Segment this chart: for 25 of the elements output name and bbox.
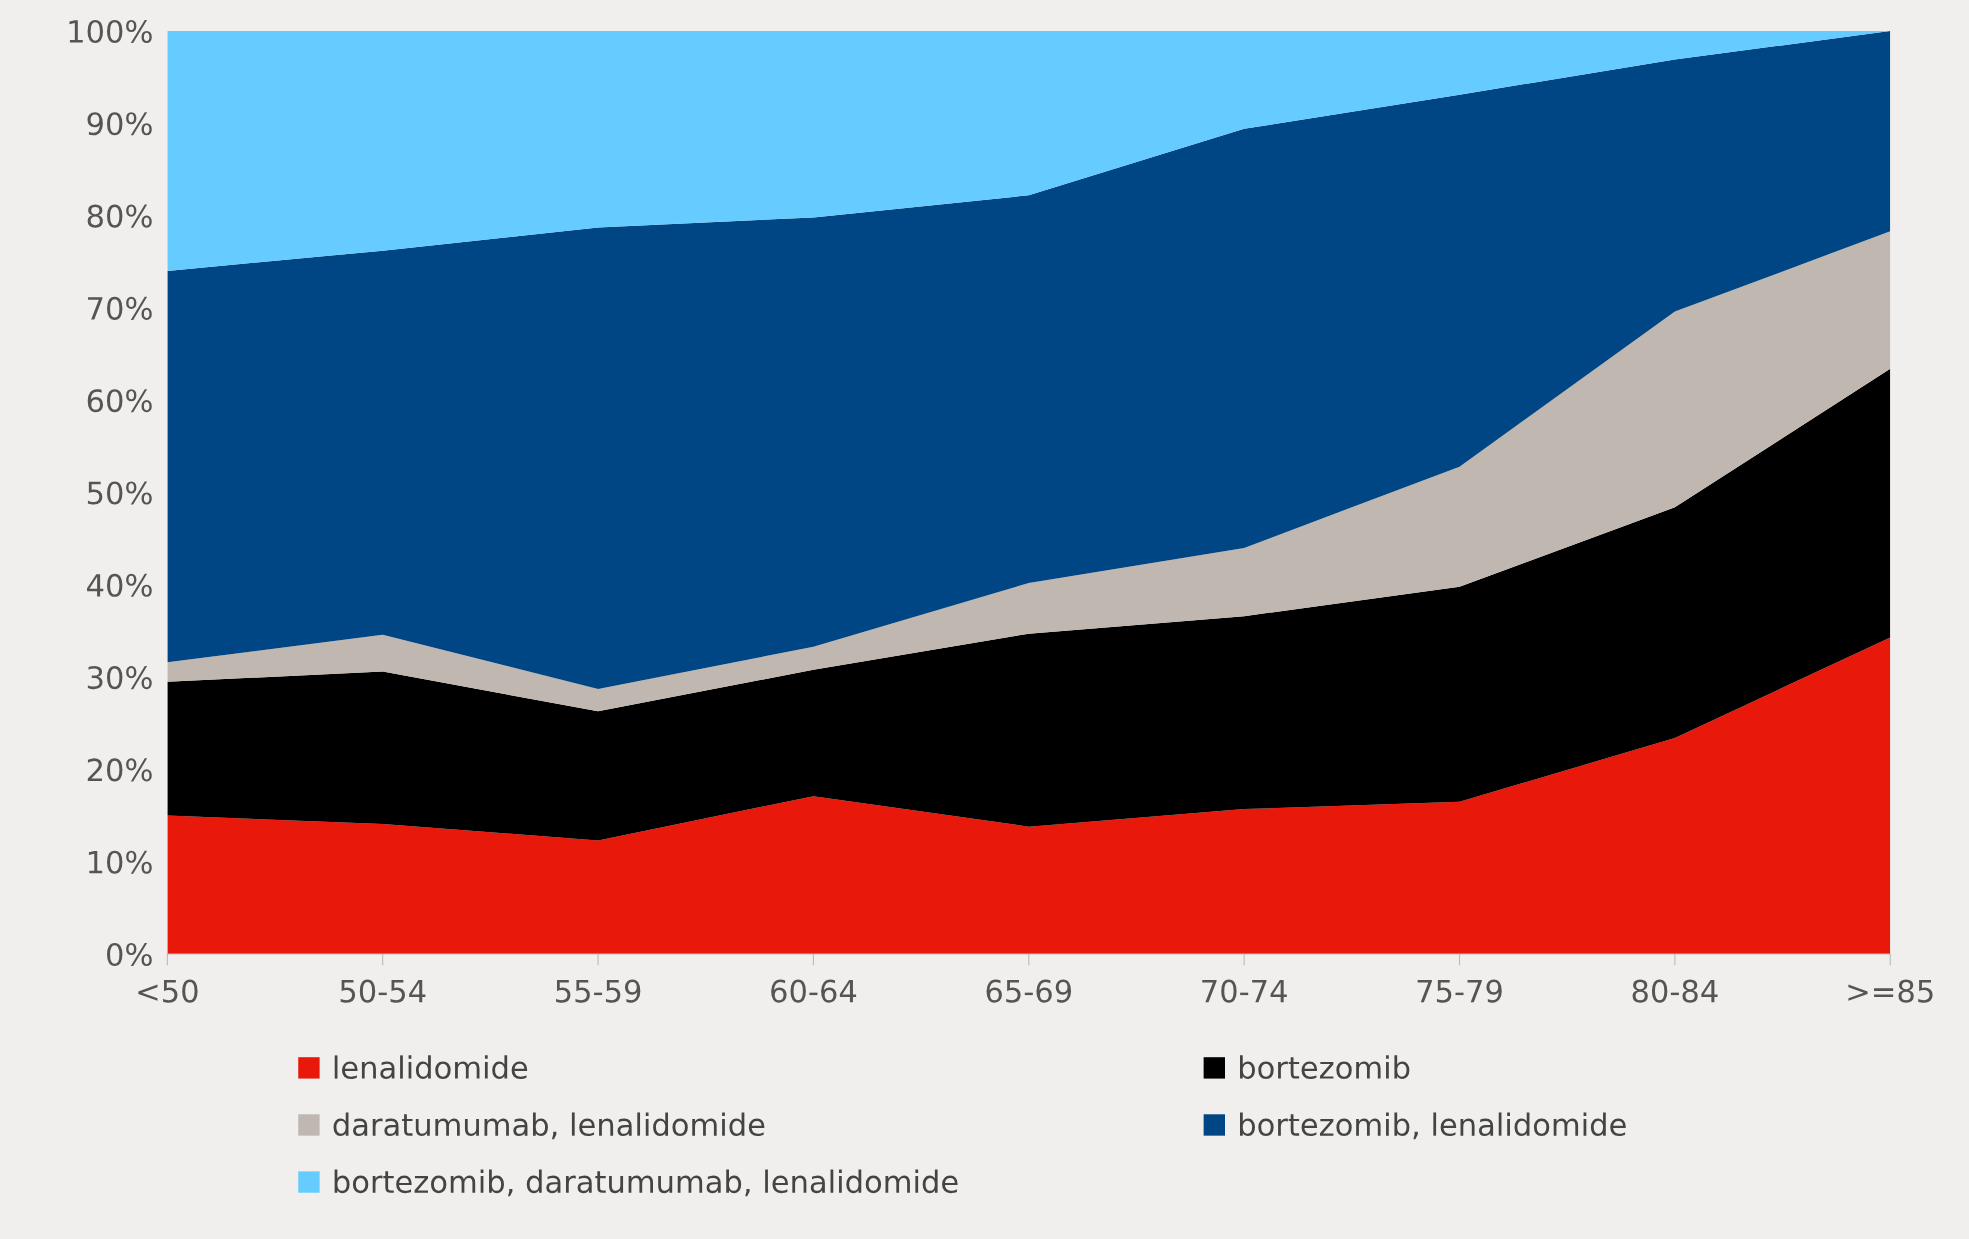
y-tick-label: 0% — [107, 942, 152, 967]
x-tick-label: >=85 — [1848, 979, 1933, 1003]
y-tick-label: 10% — [88, 850, 152, 874]
y-tick-label: 100% — [69, 19, 152, 44]
y-tick-label: 20% — [87, 758, 152, 782]
x-tick-label: 55-59 — [556, 979, 641, 1003]
legend-label: bortezomib, daratumumab, lenalidomide — [334, 1169, 958, 1197]
x-tick-label: 50-54 — [340, 979, 426, 1003]
y-tick-label: 90% — [87, 112, 152, 136]
y-tick-label: 40% — [87, 573, 152, 597]
legend-label: lenalidomide — [334, 1055, 528, 1080]
y-tick-label: 60% — [87, 389, 152, 413]
legend-label: bortezomib — [1240, 1055, 1410, 1080]
y-tick-label: 30% — [87, 666, 152, 690]
legend-label: daratumumab, lenalidomide — [333, 1112, 765, 1140]
y-tick-label: 70% — [88, 296, 152, 320]
x-tick-label: 60-64 — [771, 979, 857, 1003]
x-tick-label: 65-69 — [986, 979, 1072, 1003]
x-tick-label: <50 — [138, 979, 198, 1003]
x-tick-label: 80-84 — [1632, 979, 1718, 1003]
y-tick-label: 80% — [87, 204, 152, 228]
legend-label: bortezomib, lenalidomide — [1240, 1112, 1626, 1140]
x-tick-label: 70-74 — [1202, 979, 1287, 1003]
y-tick-label: 50% — [87, 481, 152, 505]
x-tick-label: 75-79 — [1417, 979, 1502, 1003]
